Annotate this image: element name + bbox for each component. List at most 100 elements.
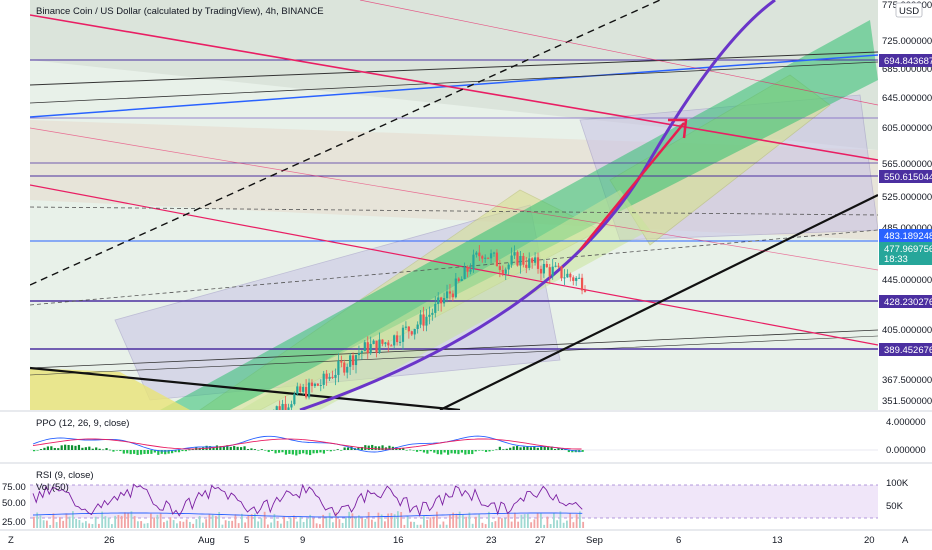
ppo-histogram-bar [150, 450, 153, 454]
time-tick: 16 [393, 535, 404, 546]
volume-bar [533, 519, 536, 528]
ppo-histogram-bar [271, 450, 274, 451]
candle [536, 257, 540, 269]
rsi-title: RSI (9, close) [36, 470, 94, 481]
candle [560, 266, 563, 279]
ppo-histogram-bar [184, 450, 187, 452]
currency-button[interactable] [895, 2, 923, 18]
ppo-histogram-bar [471, 450, 474, 455]
candle [478, 252, 481, 257]
ppo-histogram-bar [346, 447, 350, 450]
ppo-histogram-bar [60, 445, 63, 450]
volume-bar [429, 517, 432, 528]
ppo-histogram-bar [412, 450, 415, 451]
volume-bar [98, 523, 100, 528]
volume-bar [55, 522, 58, 528]
ppo-histogram-bar [88, 446, 91, 450]
candle [275, 406, 278, 410]
price-label: 428.230276 [884, 297, 932, 308]
main-pane[interactable] [30, 0, 878, 425]
volume-bar [111, 524, 113, 528]
ppo-histogram-bar [398, 448, 401, 450]
ppo-title: PPO (12, 26, 9, close) [36, 418, 129, 429]
candle [378, 339, 381, 353]
volume-bar [244, 522, 247, 528]
volume-bar [221, 524, 224, 528]
candle [451, 293, 454, 298]
ppo-pane[interactable]: PPO (12, 26, 9, close) 4.000000 0.000000 [30, 412, 932, 462]
ppo-histogram-bar [571, 450, 574, 453]
volume-bar [367, 512, 370, 528]
candle [513, 252, 516, 256]
volume-bar [488, 511, 490, 528]
ppo-histogram-bar [102, 449, 105, 451]
volume-bar [491, 522, 494, 528]
volume-bar [52, 513, 55, 528]
ppo-histogram-bar [343, 447, 346, 450]
price-label-box [879, 343, 932, 356]
ppo-histogram-bar [277, 450, 281, 453]
candle [504, 269, 507, 274]
ppo-histogram [33, 444, 584, 456]
pink-trendline-2 [30, 127, 878, 271]
vol-title: Vol (50) [36, 482, 69, 493]
ppo-histogram-bar [388, 445, 391, 450]
volume-bar [309, 514, 312, 528]
candle [580, 277, 584, 291]
volume-bar [59, 517, 61, 528]
candle [487, 257, 490, 259]
volume-bar [107, 517, 110, 528]
volume-bar [536, 513, 539, 528]
volume-bar [384, 521, 386, 528]
volume-bar [49, 524, 52, 528]
ppo-histogram-bar [319, 450, 322, 453]
ppo-histogram-bar [581, 450, 584, 452]
volume-bar [257, 521, 260, 528]
volume-bar [371, 519, 373, 528]
price-axis[interactable]: 775.000000 725.000000 685.000000 645.000… [878, 0, 932, 410]
volume-bar [104, 516, 107, 528]
rsi-pane[interactable]: RSI (9, close) Vol (50) 75.00 50.00 25.0… [0, 464, 932, 530]
volume-bar [413, 521, 416, 528]
candle [349, 355, 352, 367]
price-label: 550.615044 [884, 172, 932, 183]
volume-bar [182, 521, 185, 528]
ppo-histogram-bar [122, 450, 125, 454]
time-tick: 5 [244, 535, 249, 546]
volume-bar [403, 524, 406, 528]
volume-bar [78, 519, 81, 528]
ppo-histogram-bar [464, 450, 467, 455]
volume-bar [46, 520, 48, 528]
volume-bar [215, 516, 217, 528]
candle [431, 312, 434, 315]
volume-bar [507, 512, 510, 528]
volume-bar [195, 519, 198, 528]
candle [319, 384, 322, 386]
ppo-histogram-bar [415, 450, 419, 452]
volume-bar [137, 521, 139, 528]
volume-bar [530, 522, 533, 528]
time-axis[interactable]: 26 Aug 5 9 16 23 27 Sep 6 13 20 Z A [0, 529, 932, 550]
volume-bar [143, 523, 146, 528]
ppo-histogram-bar [133, 450, 136, 454]
volume-bar [475, 516, 477, 528]
ppo-histogram-bar [529, 447, 532, 450]
zoom-button[interactable]: Z [8, 535, 14, 546]
price-tick: 725.000000 [882, 36, 932, 47]
ppo-histogram-bar [536, 447, 539, 450]
volume-bar [432, 516, 435, 528]
volume-bar [527, 513, 529, 528]
rsi-tick: 50.00 [2, 498, 26, 509]
price-tick: 605.000000 [882, 123, 932, 134]
candle [492, 252, 496, 254]
volume-bar [510, 521, 513, 528]
volume-bar [270, 522, 273, 528]
volume-bar [341, 522, 344, 528]
volume-bar [468, 512, 471, 528]
price-tick: 445.000000 [882, 275, 932, 286]
candle [484, 257, 487, 259]
ppo-histogram-bar [257, 450, 260, 451]
ppo-histogram-bar [191, 449, 194, 451]
auto-scale-button[interactable]: A [902, 535, 909, 546]
